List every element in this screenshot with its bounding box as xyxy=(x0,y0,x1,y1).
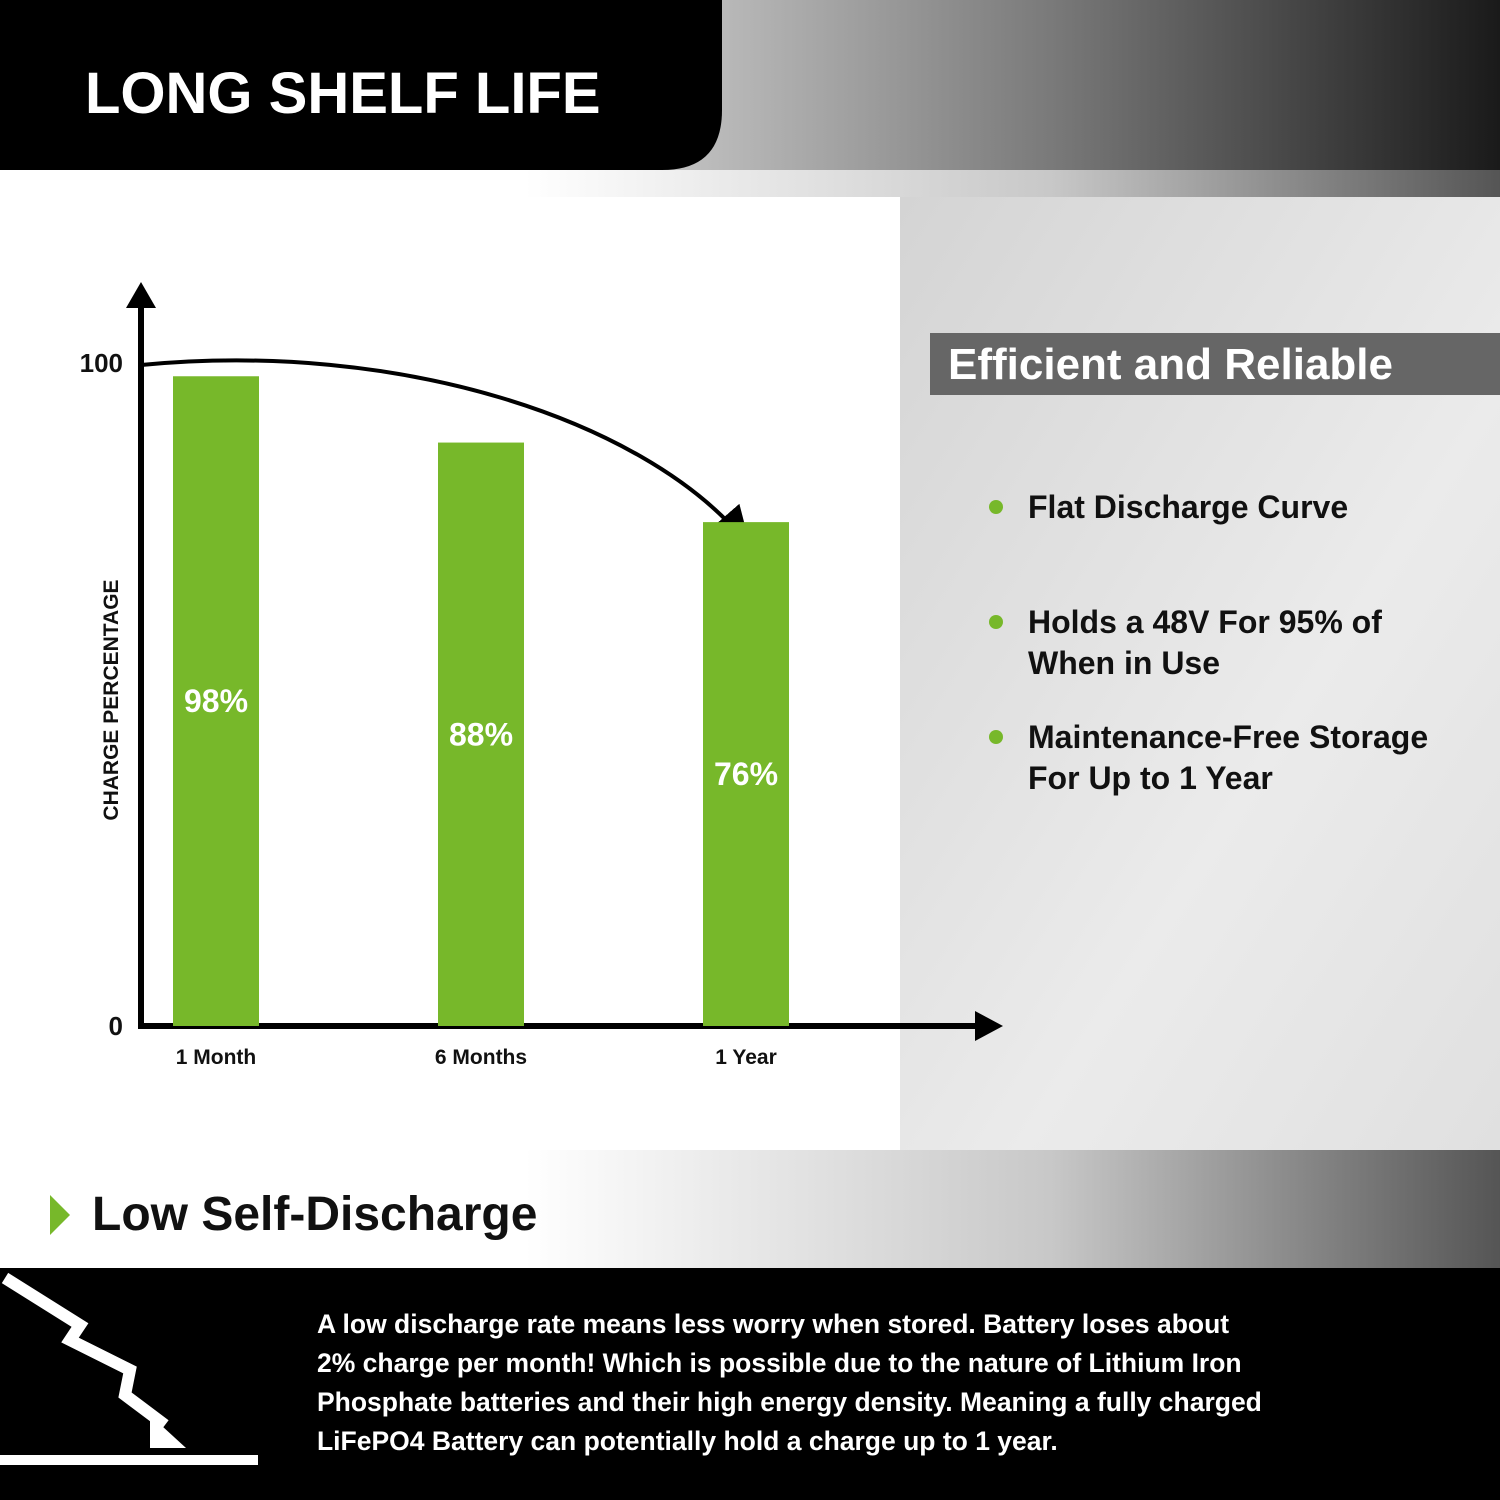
x-axis-arrow xyxy=(975,1011,1003,1041)
bullet-dot xyxy=(989,615,1003,629)
section-text: 2% charge per month! Which is possible d… xyxy=(317,1348,1242,1378)
bullet-text: Holds a 48V For 95% of xyxy=(1028,604,1382,640)
y-tick-label: 100 xyxy=(80,348,123,378)
footer xyxy=(0,1268,1500,1500)
discharge-icon-head xyxy=(150,1415,186,1448)
value-label: 88% xyxy=(449,716,513,752)
section-text: A low discharge rate means less worry wh… xyxy=(317,1309,1229,1339)
y-tick-label: 0 xyxy=(109,1011,123,1041)
value-label: 98% xyxy=(184,683,248,719)
header-gradient xyxy=(600,0,1500,170)
bullet-text: When in Use xyxy=(1028,645,1220,681)
sidebar-title: Efficient and Reliable xyxy=(948,340,1393,389)
x-tick-label: 6 Months xyxy=(435,1046,527,1069)
section-text: Phosphate batteries and their high energ… xyxy=(317,1387,1262,1417)
header-bar xyxy=(0,0,722,170)
sidebar-title-box xyxy=(930,333,1500,395)
bullet-dot xyxy=(989,500,1003,514)
bar xyxy=(173,376,259,1026)
x-tick-label: 1 Year xyxy=(715,1046,777,1069)
y-axis-arrow xyxy=(126,282,156,308)
bar xyxy=(703,522,789,1026)
strip xyxy=(0,170,1500,197)
x-tick-label: 1 Month xyxy=(176,1046,256,1069)
bar xyxy=(438,442,524,1026)
trend-arrow xyxy=(140,358,751,548)
section-text: LiFePO4 Battery can potentially hold a c… xyxy=(317,1426,1058,1456)
discharge-icon-base xyxy=(0,1455,258,1465)
value-label: 76% xyxy=(714,756,778,792)
bullet-text: Flat Discharge Curve xyxy=(1028,489,1348,525)
bullet-dot xyxy=(989,730,1003,744)
discharge-icon xyxy=(1,1272,169,1430)
bullet-text: For Up to 1 Year xyxy=(1028,760,1273,796)
section-marker xyxy=(50,1195,70,1235)
y-axis-label: CHARGE PERCENTAGE xyxy=(100,579,123,820)
section-title: Low Self-Discharge xyxy=(92,1188,537,1241)
bullet-text: Maintenance-Free Storage xyxy=(1028,719,1428,755)
header-title: LONG SHELF LIFE xyxy=(85,61,601,126)
section-strip xyxy=(0,1150,1500,1268)
